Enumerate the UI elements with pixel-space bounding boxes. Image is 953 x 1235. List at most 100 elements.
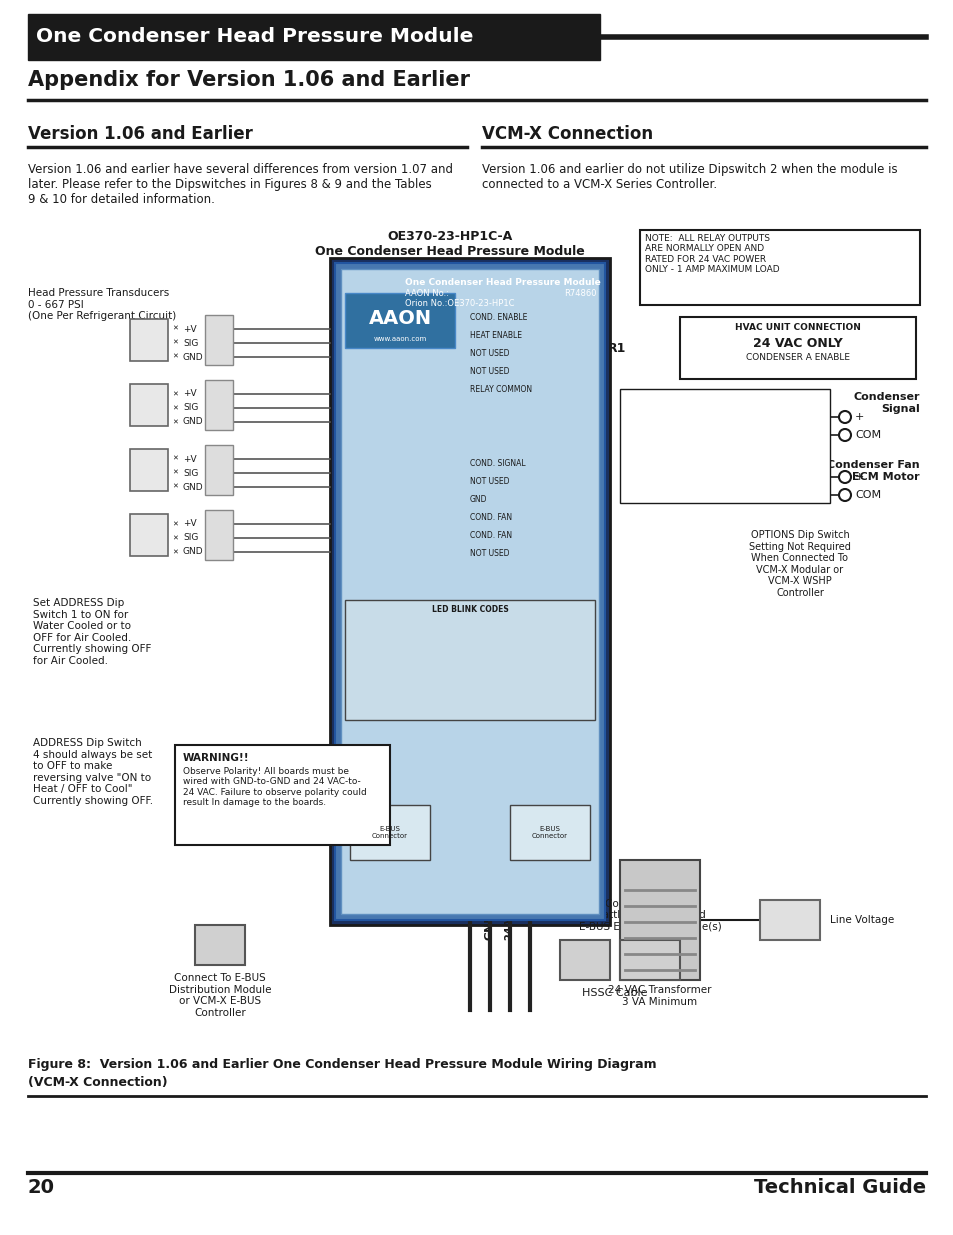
Text: SIG: SIG <box>183 534 198 542</box>
Text: COND. FAN: COND. FAN <box>470 513 512 521</box>
Bar <box>194 925 245 965</box>
Text: RD: RD <box>154 389 168 399</box>
Text: R74860: R74860 <box>563 289 596 298</box>
Circle shape <box>838 489 850 501</box>
Text: ✕: ✕ <box>172 391 178 396</box>
Bar <box>130 514 168 556</box>
Text: 24 VAC: 24 VAC <box>504 902 515 940</box>
Bar <box>345 293 455 348</box>
Text: R1: R1 <box>607 342 625 354</box>
Text: COM: COM <box>854 490 881 500</box>
Text: WH: WH <box>152 404 168 412</box>
Text: ✕: ✕ <box>172 340 178 346</box>
Text: GND: GND <box>484 913 495 940</box>
Text: ✕: ✕ <box>172 484 178 490</box>
Text: (VCM-X Connection): (VCM-X Connection) <box>28 1076 168 1089</box>
Text: GND: GND <box>183 483 203 492</box>
Text: 20: 20 <box>28 1178 55 1197</box>
Text: ✕: ✕ <box>172 535 178 541</box>
Text: NOT USED: NOT USED <box>470 350 509 358</box>
Text: Condenser
Signal: Condenser Signal <box>853 391 919 414</box>
Text: Head Pressure Transducers
0 - 667 PSI
(One Per Refrigerant Circuit): Head Pressure Transducers 0 - 667 PSI (O… <box>28 288 176 321</box>
Text: GND: GND <box>183 547 203 557</box>
Text: HSSC Cable: HSSC Cable <box>342 855 407 864</box>
Text: WH: WH <box>152 468 168 478</box>
Text: Line Voltage: Line Voltage <box>829 915 893 925</box>
Text: BK: BK <box>156 483 168 492</box>
Text: BK: BK <box>156 352 168 362</box>
Text: 24 VAC ONLY: 24 VAC ONLY <box>752 337 842 350</box>
Bar <box>619 389 829 503</box>
Text: www.aaon.com: www.aaon.com <box>373 336 426 342</box>
Text: NOTE:  ALL RELAY OUTPUTS
ARE NORMALLY OPEN AND
RATED FOR 24 VAC POWER
ONLY - 1 A: NOTE: ALL RELAY OUTPUTS ARE NORMALLY OPE… <box>644 233 779 274</box>
Bar <box>510 805 589 860</box>
Text: 24 VAC Transformer
3 VA Minimum: 24 VAC Transformer 3 VA Minimum <box>608 986 711 1007</box>
Text: COND. ENABLE: COND. ENABLE <box>470 314 527 322</box>
Text: WH: WH <box>152 338 168 347</box>
Text: Version 1.06 and earlier do not utilize Dipswitch 2 when the module is
connected: Version 1.06 and earlier do not utilize … <box>481 163 897 191</box>
Bar <box>174 745 390 845</box>
Text: COND. SIGNAL: COND. SIGNAL <box>470 458 525 468</box>
Text: OE370-23-HP1C-A: OE370-23-HP1C-A <box>387 230 512 243</box>
Text: Condenser Fan
ECM Motor: Condenser Fan ECM Motor <box>826 459 919 482</box>
Text: GND: GND <box>183 352 203 362</box>
Text: SIG: SIG <box>183 468 198 478</box>
Text: ADDRESS Dip Switch
4 should always be set
to OFF to make
reversing valve "ON to
: ADDRESS Dip Switch 4 should always be se… <box>33 739 153 806</box>
Bar <box>335 263 604 920</box>
Text: RD: RD <box>154 520 168 529</box>
Text: RD: RD <box>154 454 168 463</box>
Bar <box>345 600 595 720</box>
Bar <box>760 900 820 940</box>
Text: Orion No.:OE370-23-HP1C: Orion No.:OE370-23-HP1C <box>405 299 514 308</box>
Text: RD: RD <box>154 325 168 333</box>
Text: +V: +V <box>183 389 196 399</box>
Text: E-BUS
Connector: E-BUS Connector <box>372 826 408 839</box>
Text: COMM: COMM <box>574 409 611 419</box>
Bar <box>619 860 700 981</box>
Bar <box>205 510 233 559</box>
Bar <box>619 940 679 981</box>
Text: ✕: ✕ <box>172 550 178 555</box>
Text: Version 1.06 and earlier have several differences from version 1.07 and
later. P: Version 1.06 and earlier have several di… <box>28 163 453 206</box>
Text: HEAT ENABLE: HEAT ENABLE <box>470 331 521 341</box>
Text: AAON: AAON <box>368 309 431 327</box>
Text: One Condenser Head Pressure Module: One Condenser Head Pressure Module <box>405 278 600 287</box>
Bar <box>130 450 168 492</box>
Bar <box>639 230 919 305</box>
Text: CONDENSER A ENABLE: CONDENSER A ENABLE <box>745 353 849 362</box>
Text: RELAY COMMON: RELAY COMMON <box>470 385 532 394</box>
Bar <box>205 445 233 495</box>
Bar <box>28 228 925 1040</box>
Text: Connect To Other
WattMaster-Approved
E-BUS Expansion Module(s): Connect To Other WattMaster-Approved E-B… <box>578 899 720 932</box>
Bar <box>330 258 609 925</box>
Bar <box>340 269 598 914</box>
Bar <box>130 384 168 426</box>
Text: ✕: ✕ <box>172 521 178 527</box>
Text: Technical Guide: Technical Guide <box>753 1178 925 1197</box>
Text: AAON No.:: AAON No.: <box>405 289 449 298</box>
Text: NOT USED: NOT USED <box>470 548 509 557</box>
Text: HVAC UNIT CONNECTION: HVAC UNIT CONNECTION <box>735 324 860 332</box>
Text: +V: +V <box>183 520 196 529</box>
Text: ✕: ✕ <box>172 354 178 359</box>
Circle shape <box>838 429 850 441</box>
Text: SIG: SIG <box>183 338 198 347</box>
Text: ✕: ✕ <box>172 419 178 425</box>
Text: One Condenser Head Pressure Module: One Condenser Head Pressure Module <box>36 27 473 47</box>
Text: Appendix for Version 1.06 and Earlier: Appendix for Version 1.06 and Earlier <box>28 70 470 90</box>
Text: GND: GND <box>183 417 203 426</box>
Text: +: + <box>854 412 863 422</box>
Text: NOT USED: NOT USED <box>470 368 509 377</box>
Bar <box>679 317 915 379</box>
Bar <box>350 805 430 860</box>
Text: Set ADDRESS Dip
Switch 1 to ON for
Water Cooled or to
OFF for Air Cooled.
Curren: Set ADDRESS Dip Switch 1 to ON for Water… <box>33 598 152 666</box>
Text: ✕: ✕ <box>172 471 178 475</box>
Text: OPTIONS Dip Switch
Setting Not Required
When Connected To
VCM-X Modular or
VCM-X: OPTIONS Dip Switch Setting Not Required … <box>748 530 850 598</box>
Text: HSSC Cable: HSSC Cable <box>581 988 647 998</box>
Text: VCM-X Connection: VCM-X Connection <box>481 125 653 143</box>
Text: WARNING!!: WARNING!! <box>183 753 250 763</box>
Text: ✕: ✕ <box>172 456 178 462</box>
Text: One Condenser Head Pressure Module: One Condenser Head Pressure Module <box>314 245 584 258</box>
Text: LED BLINK CODES: LED BLINK CODES <box>431 605 508 614</box>
Text: NOT USED: NOT USED <box>470 477 509 485</box>
